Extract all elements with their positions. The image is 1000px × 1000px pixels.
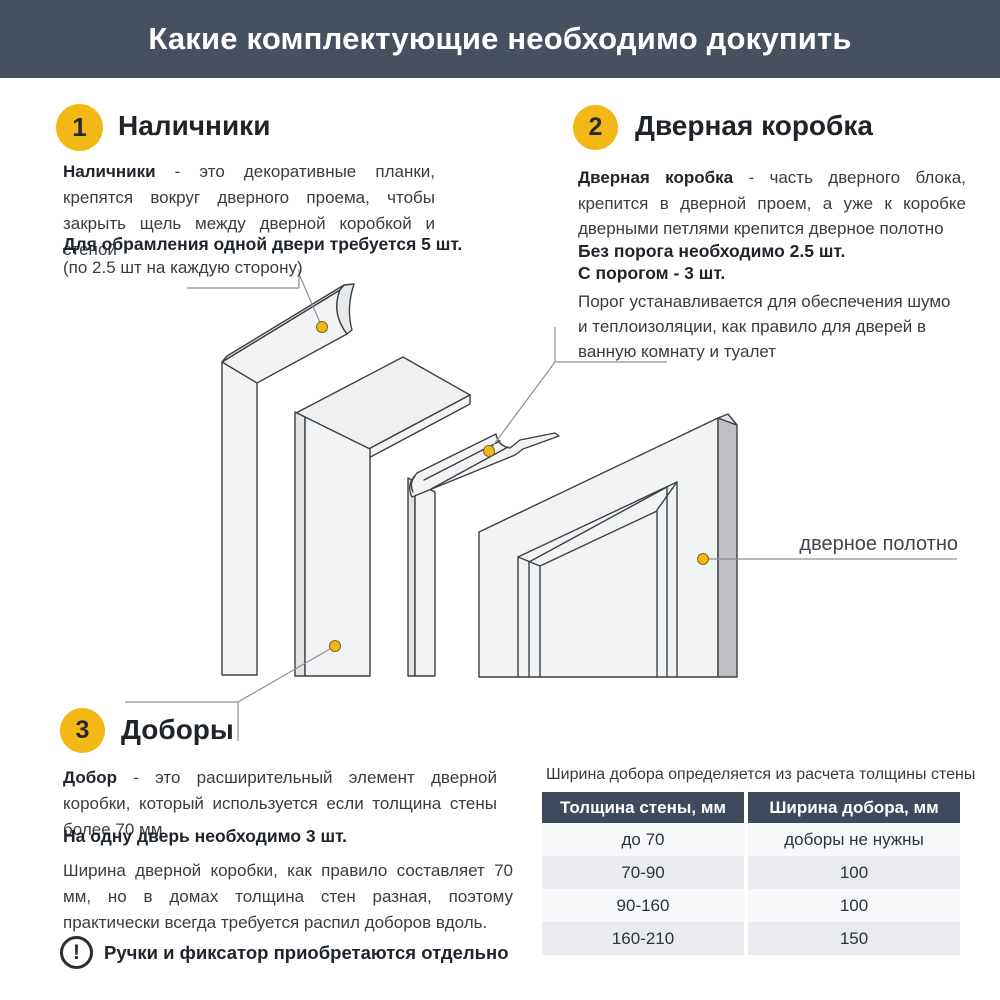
frame-term: Дверная коробка	[578, 168, 734, 187]
extension-width-table: Толщина стены, мм Ширина добора, мм до 7…	[542, 792, 960, 955]
frame-description-text: - часть дверного блока, крепится в дверн…	[578, 168, 966, 238]
threshold-piece	[409, 432, 560, 498]
section-3-number: 3	[75, 716, 90, 744]
extension-description-text: - это расширительный элемент дверной кор…	[63, 768, 497, 839]
extension-width-cell: 150	[748, 922, 960, 955]
table-row: до 70 доборы не нужны	[542, 823, 960, 856]
extension-width-cell: доборы не нужны	[748, 823, 960, 856]
wall-thickness-cell: 70-90	[542, 856, 744, 889]
table-body: до 70 доборы не нужны 70-90 100 90-160 1…	[542, 823, 960, 955]
table-row: 160-210 150	[542, 922, 960, 955]
door-leaf-label: дверное полотно	[799, 533, 958, 555]
leader-casing	[187, 269, 323, 328]
section-1-title: Наличники	[118, 110, 271, 141]
page-header: Какие комплектующие необходимо докупить	[0, 0, 1000, 78]
wall-thickness-cell: 160-210	[542, 922, 744, 955]
casings-quantity-note: Для обрамления одной двери требуется 5 ш…	[63, 234, 463, 254]
table-row: 70-90 100	[542, 856, 960, 889]
extension-quantity-note: На одну дверь необходимо 3 шт.	[63, 826, 347, 846]
wall-thickness-cell: до 70	[542, 823, 744, 856]
extension-width-cell: 100	[748, 856, 960, 889]
section-2-badge: 2	[573, 105, 618, 150]
exclamation-icon: !	[60, 936, 93, 969]
section-1-number: 1	[72, 112, 87, 142]
wall-thickness-cell: 90-160	[542, 889, 744, 922]
extension-width-cell: 100	[748, 889, 960, 922]
section-3-title: Доборы	[121, 714, 234, 745]
table-header-width: Ширина добора, мм	[748, 792, 960, 823]
section-3-badge: 3	[60, 708, 105, 753]
extension-term: Добор	[63, 768, 117, 787]
frame-right-jamb	[407, 477, 436, 677]
leader-extension	[125, 645, 336, 741]
frame-quantity-note-1: Без порога необходимо 2.5 шт.	[578, 241, 846, 261]
casings-quantity-subnote: (по 2.5 шт на каждую сторону)	[63, 258, 303, 277]
table-header-wall: Толщина стены, мм	[542, 792, 744, 823]
page-title: Какие комплектующие необходимо докупить	[148, 21, 852, 56]
marker-dot-extension	[329, 640, 341, 652]
casings-description-text: - это декоративные планки, крепятся вокр…	[63, 162, 435, 259]
footnote-text: Ручки и фиксатор приобретаются отдельно	[104, 942, 509, 963]
casing-piece	[221, 283, 355, 676]
section-2-title: Дверная коробка	[635, 110, 873, 141]
table-caption: Ширина добора определяется из расчета то…	[546, 766, 976, 783]
extension-description: Добор - это расширительный элемент дверн…	[63, 765, 497, 843]
door-leaf	[478, 413, 738, 678]
frame-description: Дверная коробка - часть дверного блока, …	[578, 165, 966, 242]
section-1-badge: 1	[56, 104, 103, 151]
casings-term: Наличники	[63, 162, 156, 181]
extension-description-2: Ширина дверной коробки, как правило сост…	[63, 861, 513, 932]
marker-dot-threshold	[483, 445, 495, 457]
frame-quantity-note-2: С порогом - 3 шт.	[578, 263, 726, 283]
frame-left-jamb	[294, 411, 371, 677]
marker-dot-casing	[316, 321, 328, 333]
table-header-row: Толщина стены, мм Ширина добора, мм	[542, 792, 960, 823]
leader-threshold	[488, 327, 667, 452]
marker-dot-door-leaf	[697, 553, 709, 565]
exclamation-glyph: !	[73, 940, 80, 964]
section-2-number: 2	[588, 113, 603, 141]
table-row: 90-160 100	[542, 889, 960, 922]
threshold-description: Порог устанавливается для обеспечения шу…	[578, 292, 951, 361]
casings-description: Наличники - это декоративные планки, кре…	[63, 159, 435, 263]
door-leaf-bevel	[517, 481, 678, 678]
